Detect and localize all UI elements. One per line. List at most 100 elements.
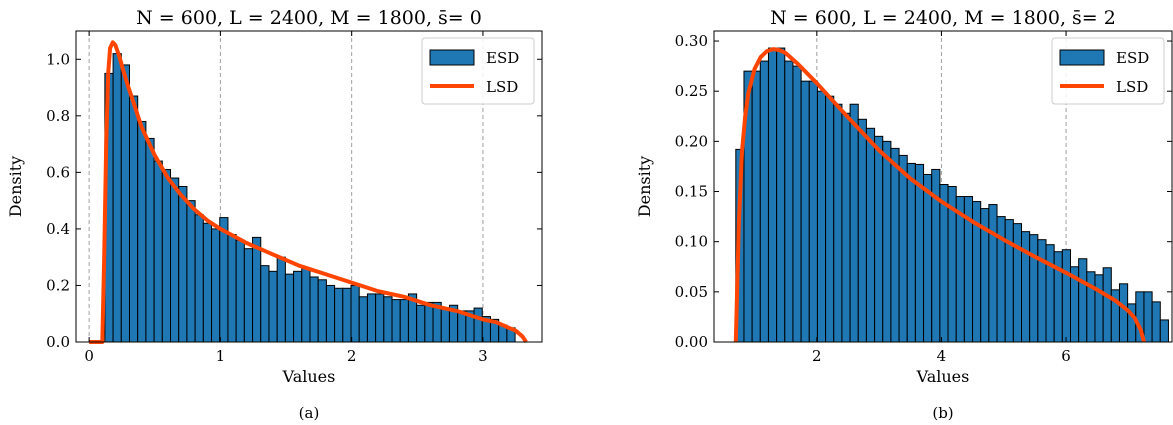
histogram-bar	[833, 103, 843, 343]
histogram-bar	[424, 301, 434, 343]
y-tick-label: 0.2	[46, 276, 70, 294]
histogram-bar	[955, 196, 965, 343]
histogram-bar	[161, 169, 172, 343]
y-tick-label: 1.0	[46, 50, 70, 68]
histogram-bar	[227, 234, 237, 343]
histogram-bar	[301, 267, 311, 343]
histogram-bar	[825, 95, 835, 343]
x-tick-label: 0	[84, 347, 94, 365]
histogram-bar	[325, 284, 336, 343]
histogram-bar	[358, 296, 368, 343]
legend-label-lsd: LSD	[1116, 78, 1148, 96]
histogram-bar	[1078, 258, 1088, 343]
histogram-bar	[293, 270, 303, 343]
y-tick-label: 0.00	[675, 333, 708, 351]
y-tick-label: 0.25	[675, 82, 708, 100]
histogram-bar	[800, 80, 810, 343]
histogram-bar	[784, 60, 794, 343]
y-axis-label: Density	[635, 156, 654, 217]
x-tick-label: 1	[216, 347, 226, 365]
histogram-bar	[366, 293, 377, 343]
histogram-bar	[816, 90, 827, 343]
histogram-bar	[235, 239, 245, 343]
histogram-bar	[751, 70, 761, 343]
histogram-bar	[1029, 234, 1039, 343]
histogram-bar	[898, 154, 908, 343]
histogram-bar	[145, 137, 155, 343]
histogram-bar	[792, 65, 802, 343]
histogram-bar	[857, 118, 867, 343]
histogram-bar	[1012, 223, 1023, 343]
chart-title: N = 600, L = 2400, M = 1800, s̄= 0	[136, 7, 482, 29]
histogram-bar	[137, 120, 147, 343]
histogram-bar	[317, 279, 327, 343]
chart-panel-b: 2 4 6 0.00 0.05 0.10 0.15 0.20 0.25 0.30 N = 600, …	[635, 7, 1173, 422]
histogram-bar	[890, 147, 900, 343]
subcaption: (b)	[932, 404, 953, 422]
y-tick-label: 0.8	[46, 107, 70, 125]
histogram-bar	[375, 293, 385, 343]
y-tick-label: 0.4	[46, 220, 70, 238]
histogram-bar	[219, 217, 229, 343]
histogram-bar	[252, 236, 262, 343]
y-tick-label: 0.15	[675, 183, 708, 201]
histogram-bar	[112, 53, 122, 343]
legend-label-esd: ESD	[1116, 49, 1149, 67]
histogram-bar	[874, 135, 884, 343]
x-tick-label: 2	[812, 347, 822, 365]
histogram-bar	[202, 222, 213, 343]
x-axis-label: Values	[282, 367, 336, 386]
y-tick-label: 0.05	[675, 283, 708, 301]
histogram-bar	[399, 299, 409, 343]
histogram-bar	[178, 186, 188, 343]
x-tick-label: 2	[347, 347, 357, 365]
histogram-bar	[383, 296, 393, 343]
y-tick-label: 0.6	[46, 163, 70, 181]
plot-frame	[713, 30, 1173, 343]
histogram-bar	[841, 112, 851, 343]
histogram-bar	[170, 177, 180, 343]
histogram-bar	[440, 307, 450, 343]
histogram-bar	[128, 95, 139, 343]
chart-panel-a: 0 1 2 3 0.0 0.2 0.4 0.6 0.8 1.0 N = 600, L = 2400,…	[6, 7, 543, 422]
histogram-bar	[865, 127, 876, 343]
histogram-bar	[1086, 271, 1096, 343]
x-tick-label: 6	[1061, 347, 1071, 365]
histogram-bar	[808, 80, 818, 343]
y-tick-label: 0.20	[675, 132, 708, 150]
histogram-bar	[767, 47, 778, 343]
chart-title: N = 600, L = 2400, M = 1800, s̄= 2	[770, 7, 1116, 29]
subcaption: (a)	[299, 404, 320, 422]
histogram-bar	[988, 204, 998, 343]
histogram-bar	[1151, 301, 1161, 343]
histogram-bar	[342, 287, 352, 343]
histogram-bar	[276, 256, 286, 343]
lsd-curve	[89, 40, 528, 344]
histogram-bar	[211, 228, 221, 343]
x-tick-label: 4	[937, 347, 947, 365]
legend-label-lsd: LSD	[486, 78, 518, 96]
histogram-bar	[334, 287, 344, 343]
legend-swatch-esd	[429, 49, 475, 66]
histogram-bar	[1004, 219, 1014, 343]
histogram-bar	[416, 304, 426, 343]
histogram-bar	[284, 273, 295, 343]
histogram-bar	[1094, 274, 1104, 343]
histogram-bar	[1118, 283, 1129, 343]
plot-frame	[75, 30, 543, 343]
histogram-bar	[882, 140, 892, 343]
histogram-bar	[1102, 267, 1112, 343]
y-tick-label: 0.10	[675, 233, 708, 251]
histogram-bar	[923, 173, 933, 343]
legend-swatch-esd	[1059, 49, 1105, 66]
histogram-bar	[309, 276, 319, 343]
histogram-bar	[120, 64, 130, 343]
histogram-bar	[260, 265, 270, 343]
lsd-curve	[733, 47, 1146, 343]
histogram-bar	[849, 103, 859, 343]
histogram-bar	[1143, 291, 1153, 343]
histogram-bar	[350, 284, 360, 343]
histogram-bar	[473, 307, 483, 343]
histogram-bar	[906, 162, 916, 343]
